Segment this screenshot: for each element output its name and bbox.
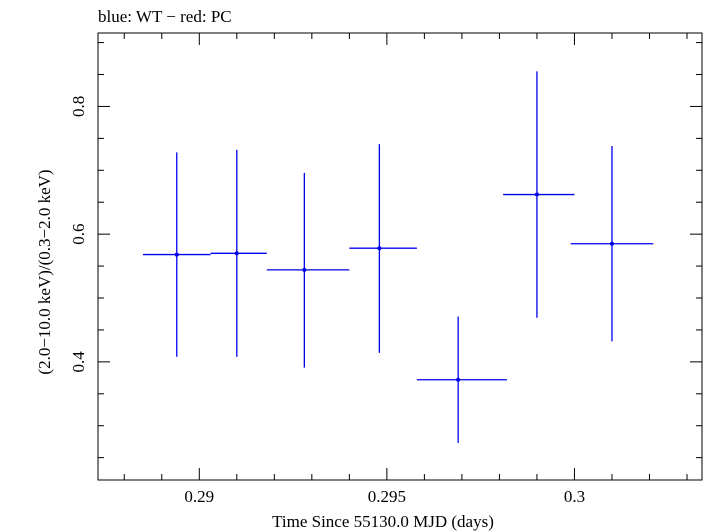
axis-ticks <box>98 33 702 480</box>
y-tick-label: 0.4 <box>69 351 88 373</box>
data-series <box>143 71 654 443</box>
data-point <box>503 71 575 318</box>
y-axis-label: (2.0−10.0 keV)/(0.3−2.0 keV) <box>35 169 54 374</box>
data-point <box>416 316 507 443</box>
x-tick-label: 0.295 <box>368 487 406 506</box>
data-marker <box>609 241 614 246</box>
x-tick-label: 0.29 <box>184 487 214 506</box>
data-marker <box>534 192 539 197</box>
y-tick-label: 0.6 <box>69 224 88 245</box>
series-wt <box>143 71 654 443</box>
plot-frame <box>97 32 703 481</box>
data-marker <box>377 246 382 251</box>
x-tick-label: 0.3 <box>564 487 585 506</box>
data-marker <box>174 252 179 257</box>
data-point <box>570 146 654 342</box>
x-axis-label: Time Since 55130.0 MJD (days) <box>272 512 494 531</box>
data-point <box>143 152 211 357</box>
y-tick-label: 0.8 <box>69 96 88 117</box>
data-marker <box>456 377 461 382</box>
axis-tick-labels: 0.29 0.295 0.3 0.4 0.6 0.8 <box>69 96 585 506</box>
data-point <box>266 172 350 368</box>
data-marker <box>302 267 307 272</box>
data-point <box>210 149 267 357</box>
data-marker <box>234 251 239 256</box>
chart-title: blue: WT − red: PC <box>98 7 232 26</box>
data-point <box>349 144 417 353</box>
